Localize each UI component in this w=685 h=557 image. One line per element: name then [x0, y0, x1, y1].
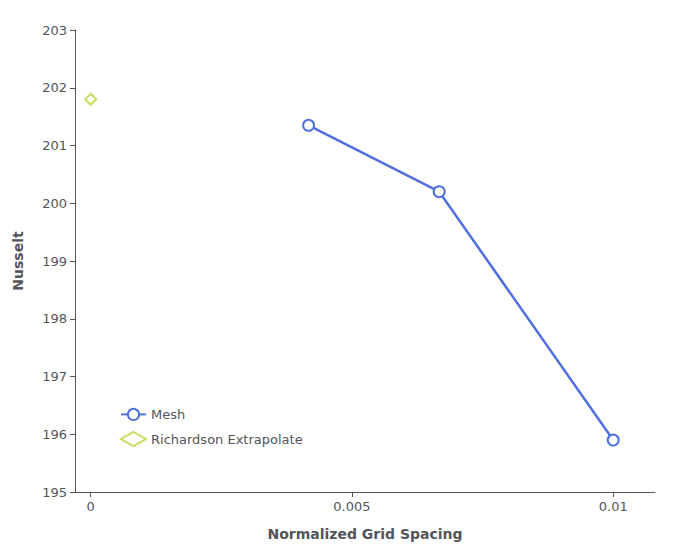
svg-text:199: 199: [42, 254, 67, 269]
svg-text:0.005: 0.005: [333, 499, 370, 514]
svg-text:Nusselt: Nusselt: [10, 231, 26, 291]
svg-text:196: 196: [42, 427, 67, 442]
svg-text:201: 201: [42, 138, 67, 153]
svg-text:203: 203: [42, 23, 67, 38]
svg-text:202: 202: [42, 80, 67, 95]
svg-text:200: 200: [42, 196, 67, 211]
svg-text:Richardson Extrapolate: Richardson Extrapolate: [151, 432, 303, 447]
svg-text:0: 0: [87, 499, 95, 514]
svg-text:197: 197: [42, 369, 67, 384]
svg-text:198: 198: [42, 311, 67, 326]
svg-text:195: 195: [42, 485, 67, 500]
svg-text:0.01: 0.01: [599, 499, 628, 514]
svg-text:Mesh: Mesh: [151, 407, 185, 422]
svg-text:Normalized Grid Spacing: Normalized Grid Spacing: [267, 526, 462, 542]
